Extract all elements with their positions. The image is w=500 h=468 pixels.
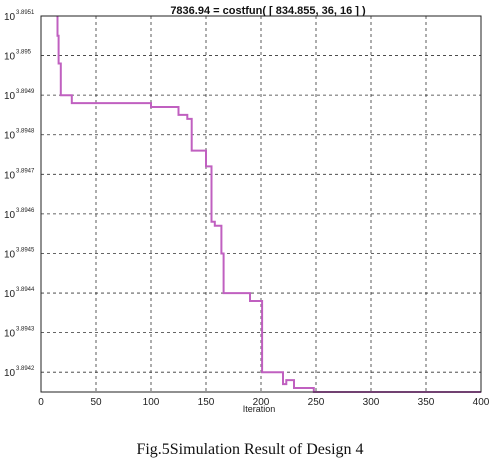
y-tick-label: 10 3.8946 <box>4 208 35 221</box>
x-tick-label: 0 <box>38 397 44 408</box>
y-tick-base: 10 <box>4 210 16 221</box>
y-tick-base: 10 <box>4 249 16 260</box>
plot-frame <box>40 15 482 393</box>
x-tick-labels: 0 50 100 150 200 250 300 350 400 <box>38 397 490 408</box>
x-tick-label: 300 <box>363 397 380 408</box>
y-tick-exponent: 3.8945 <box>16 247 35 253</box>
y-tick-base: 10 <box>4 170 16 181</box>
y-tick-label: 10 3.8945 <box>4 247 35 260</box>
y-tick-label: 10 3.8943 <box>4 327 35 340</box>
y-tick-base: 10 <box>4 131 16 142</box>
line-layer <box>56 16 481 393</box>
cost-series-line <box>56 16 481 393</box>
y-tick-base: 10 <box>4 12 16 23</box>
y-tick-label: 10 3.8948 <box>4 129 35 142</box>
x-tick-label: 400 <box>473 397 490 408</box>
x-axis-label: Iteration <box>243 404 276 414</box>
y-tick-exponent: 3.8946 <box>16 208 35 214</box>
y-tick-base: 10 <box>4 368 16 379</box>
y-tick-label: 10 3.8947 <box>4 168 35 181</box>
y-tick-exponent: 3.8948 <box>16 129 35 135</box>
x-tick-label: 200 <box>253 397 270 408</box>
y-tick-exponent: 3.8947 <box>16 168 35 174</box>
y-tick-exponent: 3.8951 <box>16 10 35 16</box>
cost-convergence-chart: 7836.94 = costfun( [ 834.855, 36, 16 ] )… <box>4 5 490 414</box>
y-tick-base: 10 <box>4 329 16 340</box>
plot-title: 7836.94 = costfun( [ 834.855, 36, 16 ] ) <box>170 5 366 17</box>
x-tick-label: 150 <box>198 397 215 408</box>
y-tick-base: 10 <box>4 52 16 63</box>
x-tick-label: 50 <box>90 397 102 408</box>
y-tick-exponent: 3.8943 <box>16 327 35 333</box>
y-tick-exponent: 3.8942 <box>16 366 35 372</box>
x-tick-label: 250 <box>308 397 325 408</box>
y-tick-label: 10 3.8942 <box>4 366 35 379</box>
y-tick-label: 10 3.8949 <box>4 89 35 102</box>
y-tick-label: 10 3.8944 <box>4 287 35 300</box>
x-tick-label: 350 <box>418 397 435 408</box>
y-tick-label: 10 3.8951 <box>4 10 35 23</box>
grid-layer <box>41 16 481 392</box>
y-tick-base: 10 <box>4 289 16 300</box>
y-tick-exponent: 3.895 <box>16 50 32 56</box>
y-tick-base: 10 <box>4 91 16 102</box>
x-tick-label: 100 <box>143 397 160 408</box>
y-tick-label: 10 3.895 <box>4 50 32 63</box>
figure-caption: Fig.5Simulation Result of Design 4 <box>136 441 364 458</box>
y-tick-exponent: 3.8949 <box>16 89 35 95</box>
y-tick-exponent: 3.8944 <box>16 287 35 293</box>
